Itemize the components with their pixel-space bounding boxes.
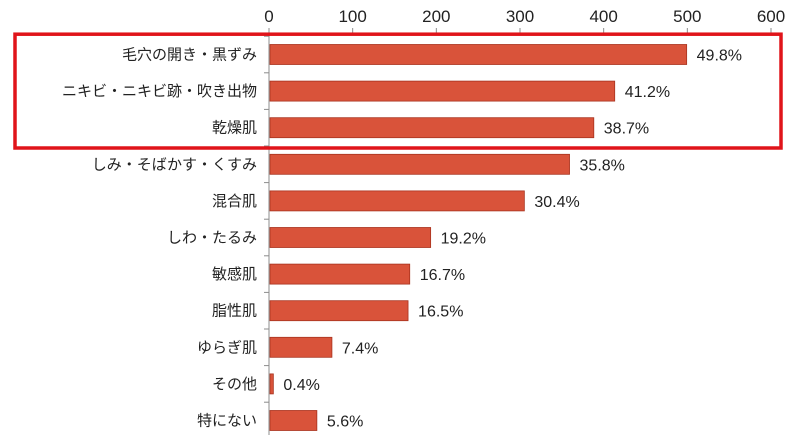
category-labels: 毛穴の開き・黒ずみニキビ・ニキビ跡・吹き出物乾燥肌しみ・そばかす・くすみ混合肌し… [62,46,257,430]
bar [269,373,274,395]
bar [269,153,570,175]
category-label: 毛穴の開き・黒ずみ [122,46,257,64]
bar [269,410,318,431]
category-label: しみ・そばかす・くすみ [92,155,257,173]
bar [269,336,333,358]
x-tick-label: 500 [673,7,701,26]
data-label: 16.7% [420,267,465,284]
data-label: 38.7% [604,121,649,138]
data-label: 49.8% [697,48,742,65]
x-tick-label: 200 [422,7,450,26]
category-label: しわ・たるみ [167,229,257,247]
category-label: 特にない [197,412,257,430]
category-label: ニキビ・ニキビ跡・吹き出物 [62,82,257,100]
data-label: 7.4% [342,340,378,357]
data-labels: 49.8% 41.2% 38.7% 35.8% 30.4% 19.2% 16.7% 16.5%… [283,48,742,431]
bar [269,300,409,322]
highlight-box [13,32,783,150]
bar [269,227,432,248]
bar [269,44,688,65]
x-axis-ticks: 0 100 200 300 400 500 600 [264,7,785,33]
bar [269,190,525,212]
category-label: 脂性肌 [212,302,257,320]
category-label: ゆらぎ肌 [197,338,257,356]
bar [269,80,616,102]
data-label: 30.4% [534,194,579,211]
data-label: 0.4% [283,377,319,394]
data-label: 19.2% [441,231,486,248]
bar [269,263,411,285]
data-label: 5.6% [327,414,363,431]
category-label: 乾燥肌 [212,119,257,137]
data-label: 16.5% [418,304,463,321]
category-label: その他 [212,375,257,393]
category-label: 混合肌 [212,192,257,210]
x-tick-label: 400 [589,7,617,26]
x-tick-label: 100 [338,7,366,26]
x-tick-label: 300 [506,7,534,26]
data-label: 41.2% [625,84,670,101]
bar [269,117,595,139]
highlight-box-group [13,32,783,150]
data-label: 35.8% [580,157,625,174]
category-label: 敏感肌 [212,265,257,283]
bars [269,44,688,431]
x-tick-label: 600 [757,7,785,26]
x-tick-label: 0 [264,7,273,26]
